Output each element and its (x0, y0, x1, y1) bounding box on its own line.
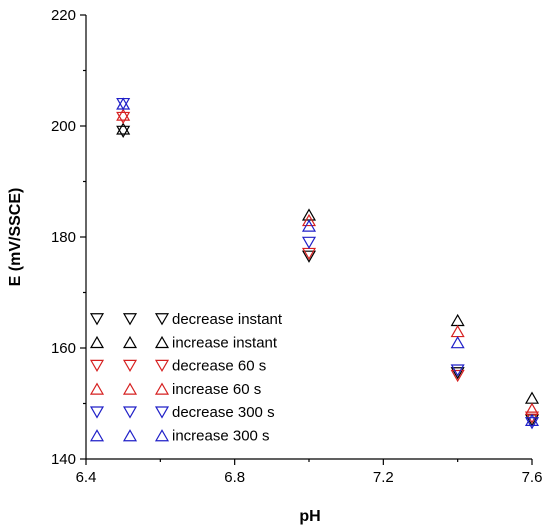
legend-marker (89, 335, 105, 349)
legend-marker (154, 335, 170, 349)
legend-label: increase 60 s (172, 381, 261, 398)
legend: decrease instant increase instant decrease… (89, 311, 283, 445)
legend-marker (89, 359, 105, 373)
data-point (450, 364, 465, 377)
x-tick-label: 6.4 (76, 469, 97, 486)
data-point (450, 336, 465, 349)
x-tick-label: 6.8 (224, 469, 245, 486)
legend-marker (89, 313, 105, 326)
data-point (301, 250, 317, 263)
data-points (116, 97, 540, 430)
legend-marker (122, 359, 138, 373)
data-point (450, 324, 465, 338)
axes: 140 160 180 200 220 6.4 6.8 7.2 7.6 (51, 7, 542, 486)
x-axis-title: pH (299, 508, 320, 525)
legend-marker (89, 382, 105, 395)
legend-marker (154, 313, 170, 326)
data-point (116, 111, 131, 125)
legend-marker (122, 382, 138, 395)
legend-label: increase instant (172, 334, 278, 351)
legend-marker (89, 429, 105, 442)
data-point (116, 108, 131, 121)
x-tick-label: 7.6 (522, 469, 543, 486)
data-point (116, 122, 131, 135)
legend-marker (154, 406, 170, 419)
data-point (116, 125, 131, 138)
y-tick-label: 140 (51, 451, 76, 468)
legend-marker (122, 313, 138, 326)
legend-label: increase 300 s (172, 428, 270, 445)
y-tick-label: 180 (51, 229, 76, 246)
legend-marker (154, 382, 170, 395)
y-axis-title: E (mV/SSCE) (7, 188, 24, 287)
legend-label: decrease 300 s (172, 404, 275, 421)
legend-label: decrease 60 s (172, 358, 266, 375)
y-tick-label: 200 (51, 118, 76, 135)
legend-marker (89, 406, 105, 419)
data-point (450, 369, 465, 383)
legend-marker (122, 429, 138, 442)
data-point (301, 219, 317, 232)
legend-marker (154, 359, 170, 373)
y-tick-label: 220 (51, 7, 76, 24)
y-tick-label: 160 (51, 340, 76, 357)
data-point (450, 367, 465, 380)
legend-label: decrease instant (172, 311, 283, 328)
data-point (524, 391, 540, 404)
data-point (450, 313, 465, 327)
legend-marker (122, 335, 138, 349)
legend-marker (154, 429, 170, 442)
data-point (524, 417, 540, 430)
data-point (116, 97, 131, 110)
legend-marker (122, 406, 138, 419)
x-tick-label: 7.2 (373, 469, 394, 486)
data-point (301, 236, 317, 249)
data-point (301, 213, 317, 227)
data-point (116, 97, 131, 111)
data-point (524, 413, 540, 426)
